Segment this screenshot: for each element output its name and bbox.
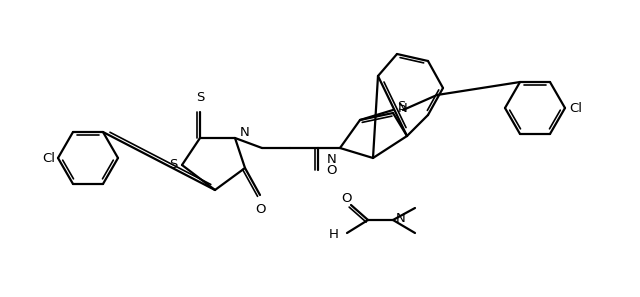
Text: O: O — [255, 203, 265, 216]
Text: N: N — [396, 211, 406, 225]
Text: S: S — [196, 91, 204, 104]
Text: N: N — [398, 102, 408, 116]
Text: N: N — [327, 153, 337, 166]
Text: H: H — [329, 228, 339, 241]
Text: O: O — [340, 192, 351, 205]
Text: S: S — [397, 100, 405, 113]
Text: Cl: Cl — [42, 151, 55, 165]
Text: Cl: Cl — [569, 102, 582, 115]
Text: O: O — [326, 164, 337, 176]
Text: N: N — [240, 126, 250, 138]
Text: S: S — [170, 159, 178, 171]
